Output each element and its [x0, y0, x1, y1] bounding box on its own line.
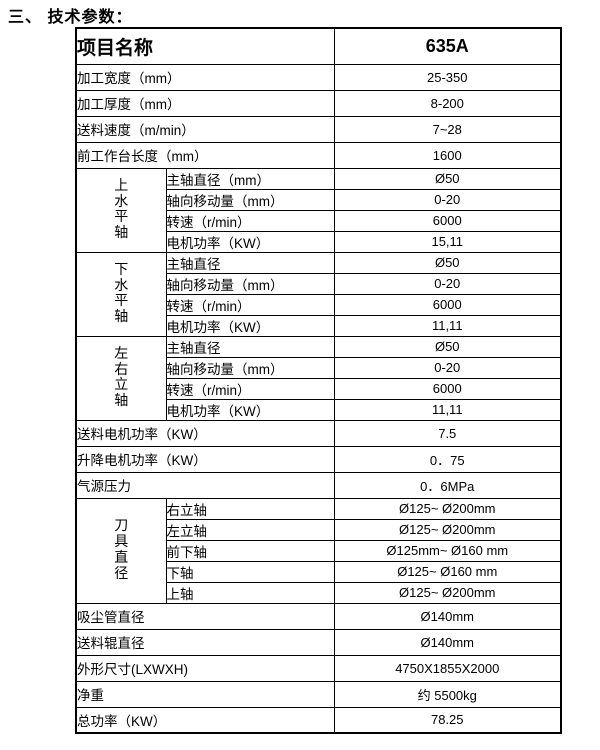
label-cell: 转速（r/min）: [165, 293, 335, 316]
label-cell: 前下轴: [165, 539, 335, 562]
table-row: 转速（r/min） 6000: [76, 293, 562, 316]
label-cell: 右立轴: [165, 497, 335, 520]
label-cell: 电机功率（KW）: [165, 314, 335, 337]
label-cell: 主轴直径（mm）: [165, 167, 335, 190]
value-cell: Ø125~ Ø200mm: [333, 497, 562, 520]
value-cell: 11,11: [333, 398, 562, 421]
label-cell: 总功率（KW）: [75, 706, 335, 734]
table-row: 前下轴 Ø125mm~ Ø160 mm: [76, 539, 562, 562]
value-cell: 0-20: [333, 188, 562, 211]
group-label-cell: 刀具直径: [75, 497, 167, 604]
table-row: 送料辊直径 Ø140mm: [75, 628, 562, 656]
table-row: 左右立轴 主轴直径 Ø50: [75, 335, 562, 421]
label-cell: 气源压力: [75, 471, 335, 499]
table-row: 刀具直径 右立轴 Ø125~ Ø200mm: [75, 497, 562, 604]
table-row: 上轴 Ø125~ Ø200mm: [76, 581, 562, 604]
group-label: 上水平轴: [114, 176, 129, 240]
value-cell: 7~28: [333, 115, 562, 143]
table-row: 左立轴 Ø125~ Ø200mm: [76, 518, 562, 541]
label-cell: 轴向移动量（mm）: [165, 356, 335, 379]
label-cell: 送料电机功率（KW）: [75, 419, 335, 447]
label-cell: 轴向移动量（mm）: [165, 272, 335, 295]
table-row: 加工厚度（mm） 8-200: [75, 89, 562, 117]
value-cell: 6000: [333, 377, 562, 400]
value-cell: 15,11: [333, 230, 562, 253]
table-row: 前工作台长度（mm） 1600: [75, 141, 562, 169]
label-cell: 主轴直径: [165, 335, 335, 358]
section-title: 三、 技术参数：: [8, 9, 133, 26]
value-cell: Ø140mm: [333, 602, 562, 630]
label-cell: 吸尘管直径: [75, 602, 335, 630]
group-label: 刀具直径: [114, 517, 129, 581]
value-cell: 0．6MPa: [333, 471, 562, 499]
label-cell: 前工作台长度（mm）: [75, 141, 335, 169]
label-cell: 送料速度（m/min）: [75, 115, 335, 143]
value-cell: 约 5500kg: [333, 680, 562, 708]
table-row: 上水平轴 主轴直径（mm） Ø50: [75, 167, 562, 253]
value-cell: 0-20: [333, 356, 562, 379]
label-cell: 加工厚度（mm）: [75, 89, 335, 117]
table-row: 轴向移动量（mm） 0-20: [76, 356, 562, 379]
label-cell: 主轴直径: [165, 251, 335, 274]
label-cell: 升降电机功率（KW）: [75, 445, 335, 473]
label-cell: 转速（r/min）: [165, 377, 335, 400]
value-cell: 1600: [333, 141, 562, 169]
group-label-cell: 下水平轴: [75, 251, 167, 337]
label-cell: 送料辊直径: [75, 628, 335, 656]
label-cell: 外形尺寸(LXWXH): [75, 654, 335, 682]
label-cell: 电机功率（KW）: [165, 230, 335, 253]
label-cell: 左立轴: [165, 518, 335, 541]
value-cell: Ø50: [333, 335, 562, 358]
value-cell: 78.25: [333, 706, 562, 734]
group-label: 下水平轴: [114, 260, 129, 324]
table-row: 外形尺寸(LXWXH) 4750X1855X2000: [75, 654, 562, 682]
table-row: 升降电机功率（KW） 0．75: [75, 445, 562, 473]
table-row: 送料速度（m/min） 7~28: [75, 115, 562, 143]
label-cell: 净重: [75, 680, 335, 708]
value-cell: Ø50: [333, 251, 562, 274]
table-row: 下水平轴 主轴直径 Ø50: [75, 251, 562, 337]
value-cell: 0-20: [333, 272, 562, 295]
value-cell: 11,11: [333, 314, 562, 337]
value-cell: Ø125mm~ Ø160 mm: [333, 539, 562, 562]
label-cell: 转速（r/min）: [165, 209, 335, 232]
value-cell: Ø125~ Ø200mm: [333, 518, 562, 541]
value-cell: Ø125~ Ø160 mm: [333, 560, 562, 583]
group-label: 左右立轴: [114, 344, 129, 408]
value-cell: Ø50: [333, 167, 562, 190]
label-cell: 加工宽度（mm）: [75, 63, 335, 91]
table-header-row: 项目名称 635A: [75, 27, 562, 65]
table-row: 净重约 5500kg: [75, 680, 562, 708]
value-cell: 7.5: [333, 419, 562, 447]
header-item-name: 项目名称: [75, 27, 335, 65]
table-row: 送料电机功率（KW） 7.5: [75, 419, 562, 447]
table-row: 电机功率（KW） 15,11: [76, 230, 562, 253]
table-row: 转速（r/min） 6000: [76, 377, 562, 400]
table-row: 气源压力 0．6MPa: [75, 471, 562, 499]
value-cell: Ø125~ Ø200mm: [333, 581, 562, 604]
table-row: 加工宽度（mm） 25-350: [75, 63, 562, 91]
table-row: 吸尘管直径 Ø140mm: [75, 602, 562, 630]
label-cell: 上轴: [165, 581, 335, 604]
value-cell: 8-200: [333, 89, 562, 117]
value-cell: 0．75: [333, 445, 562, 473]
label-cell: 电机功率（KW）: [165, 398, 335, 421]
header-model: 635A: [333, 27, 562, 65]
value-cell: 25-350: [333, 63, 562, 91]
spec-table: 项目名称 635A 加工宽度（mm） 25-350 加工厚度（mm） 8-200 送料速…: [75, 27, 563, 734]
table-row: 电机功率（KW） 11,11: [76, 398, 562, 421]
value-cell: 6000: [333, 209, 562, 232]
table-row: 总功率（KW） 78.25: [75, 706, 562, 734]
group-label-cell: 上水平轴: [75, 167, 167, 253]
value-cell: 4750X1855X2000: [333, 654, 562, 682]
label-cell: 轴向移动量（mm）: [165, 188, 335, 211]
value-cell: 6000: [333, 293, 562, 316]
value-cell: Ø140mm: [333, 628, 562, 656]
group-label-cell: 左右立轴: [75, 335, 167, 421]
label-cell: 下轴: [165, 560, 335, 583]
